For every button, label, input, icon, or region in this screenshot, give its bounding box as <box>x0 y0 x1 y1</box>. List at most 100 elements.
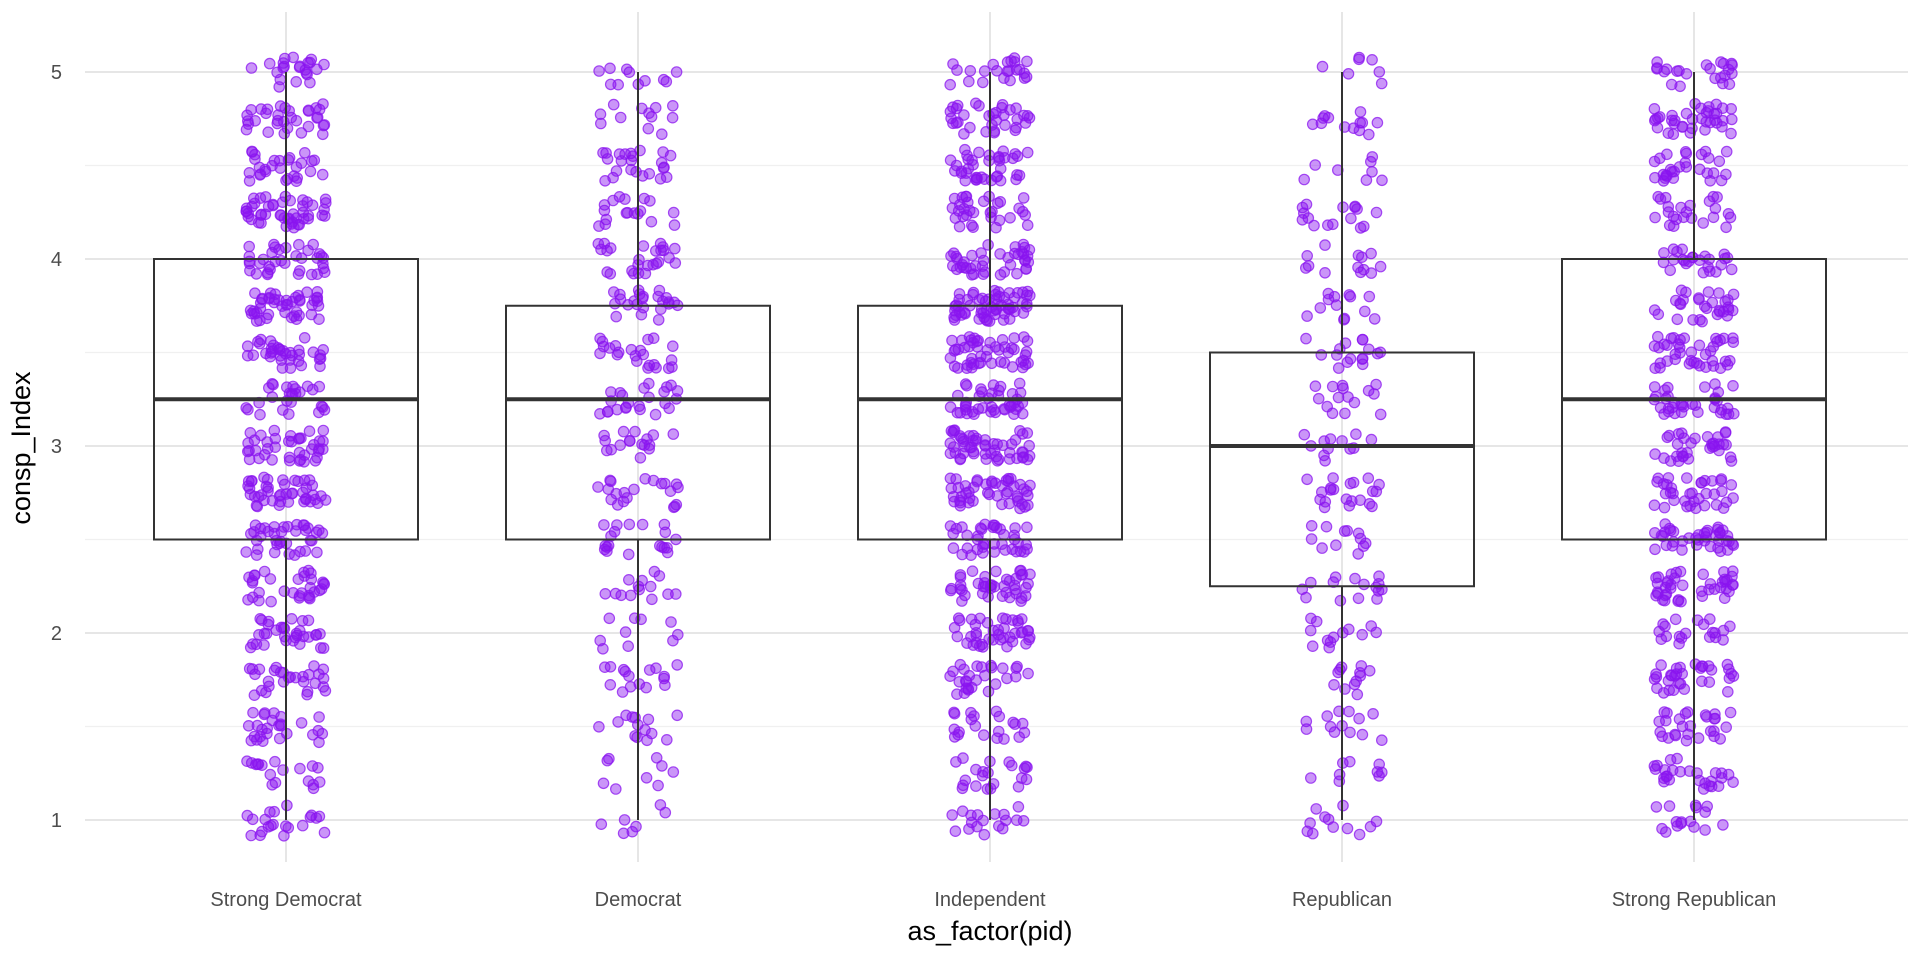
data-point <box>1715 174 1728 187</box>
data-point <box>642 713 655 726</box>
data-point <box>1727 336 1740 348</box>
data-point <box>1717 634 1729 646</box>
data-point <box>1365 267 1378 279</box>
data-point <box>1016 407 1029 420</box>
data-point <box>278 257 291 269</box>
data-point <box>643 439 656 451</box>
data-point <box>1699 381 1711 393</box>
data-point <box>296 200 309 212</box>
data-point <box>1365 433 1378 446</box>
data-point <box>1309 380 1322 392</box>
data-point <box>618 814 631 826</box>
data-point <box>944 352 957 364</box>
data-point <box>967 221 979 233</box>
data-point <box>317 576 329 589</box>
data-point <box>1001 672 1013 685</box>
data-point <box>279 820 292 832</box>
data-point <box>595 818 608 830</box>
data-point <box>302 614 315 627</box>
data-point <box>317 663 330 676</box>
data-point <box>1020 345 1033 358</box>
data-point <box>640 771 653 784</box>
data-point <box>1673 637 1685 650</box>
data-point <box>1363 290 1376 303</box>
data-point <box>1370 206 1383 219</box>
data-point <box>1300 198 1313 211</box>
data-point <box>306 199 319 211</box>
data-point <box>1673 713 1686 725</box>
data-point <box>292 238 305 251</box>
data-point <box>1649 763 1662 775</box>
data-point <box>1697 783 1710 795</box>
data-point <box>990 106 1002 119</box>
data-point <box>951 406 964 419</box>
data-point <box>1689 432 1701 445</box>
data-point <box>625 147 637 160</box>
data-point <box>947 665 959 678</box>
data-point <box>962 684 975 696</box>
data-point <box>267 199 279 212</box>
data-point <box>628 483 640 496</box>
data-point <box>604 78 617 91</box>
data-point <box>986 119 998 131</box>
data-point <box>664 485 677 497</box>
data-point <box>1343 499 1356 512</box>
data-point <box>1015 356 1027 368</box>
data-point <box>603 612 616 625</box>
data-point <box>602 539 615 552</box>
data-point <box>1670 815 1683 828</box>
data-point <box>1003 313 1016 325</box>
data-point <box>265 595 277 608</box>
data-point <box>304 165 317 178</box>
data-point <box>1341 822 1354 835</box>
data-point <box>1655 659 1667 671</box>
data-point <box>1692 406 1704 418</box>
data-point <box>653 570 666 582</box>
data-point <box>980 453 993 465</box>
x-tick-label: Democrat <box>595 889 682 911</box>
data-point <box>1703 195 1716 207</box>
data-point <box>296 819 309 832</box>
data-point <box>276 404 289 416</box>
x-axis-title: as_factor(pid) <box>907 916 1072 946</box>
data-point <box>616 686 629 698</box>
data-point <box>269 776 282 789</box>
data-point <box>1668 572 1681 584</box>
data-point <box>242 118 255 130</box>
data-point <box>639 724 651 736</box>
data-point <box>658 670 670 683</box>
data-point <box>299 545 312 557</box>
data-point <box>622 640 634 652</box>
data-point <box>639 267 652 280</box>
data-point <box>1720 582 1733 595</box>
data-point <box>987 58 999 71</box>
data-point <box>1319 239 1331 251</box>
data-point <box>1702 286 1715 298</box>
data-point <box>1721 251 1734 264</box>
data-point <box>1350 428 1362 440</box>
data-point <box>1678 332 1691 344</box>
data-point <box>277 62 289 74</box>
data-point <box>287 586 299 599</box>
data-point <box>1654 401 1667 414</box>
data-point <box>643 168 656 180</box>
data-point <box>313 248 326 260</box>
data-point <box>1370 485 1383 498</box>
data-point <box>1354 106 1367 118</box>
data-point <box>298 147 311 159</box>
data-point <box>1366 500 1378 513</box>
data-point <box>1696 675 1708 688</box>
data-point <box>249 519 262 531</box>
data-point <box>1298 173 1310 186</box>
data-point <box>1704 725 1717 737</box>
data-point <box>302 120 315 133</box>
data-point <box>982 766 994 779</box>
data-point <box>598 237 611 250</box>
data-point <box>1684 199 1696 212</box>
data-point <box>982 590 994 603</box>
data-point <box>1021 146 1034 159</box>
data-point <box>626 825 639 838</box>
data-point <box>958 109 970 121</box>
data-point <box>1659 487 1672 500</box>
data-point <box>1021 55 1033 68</box>
